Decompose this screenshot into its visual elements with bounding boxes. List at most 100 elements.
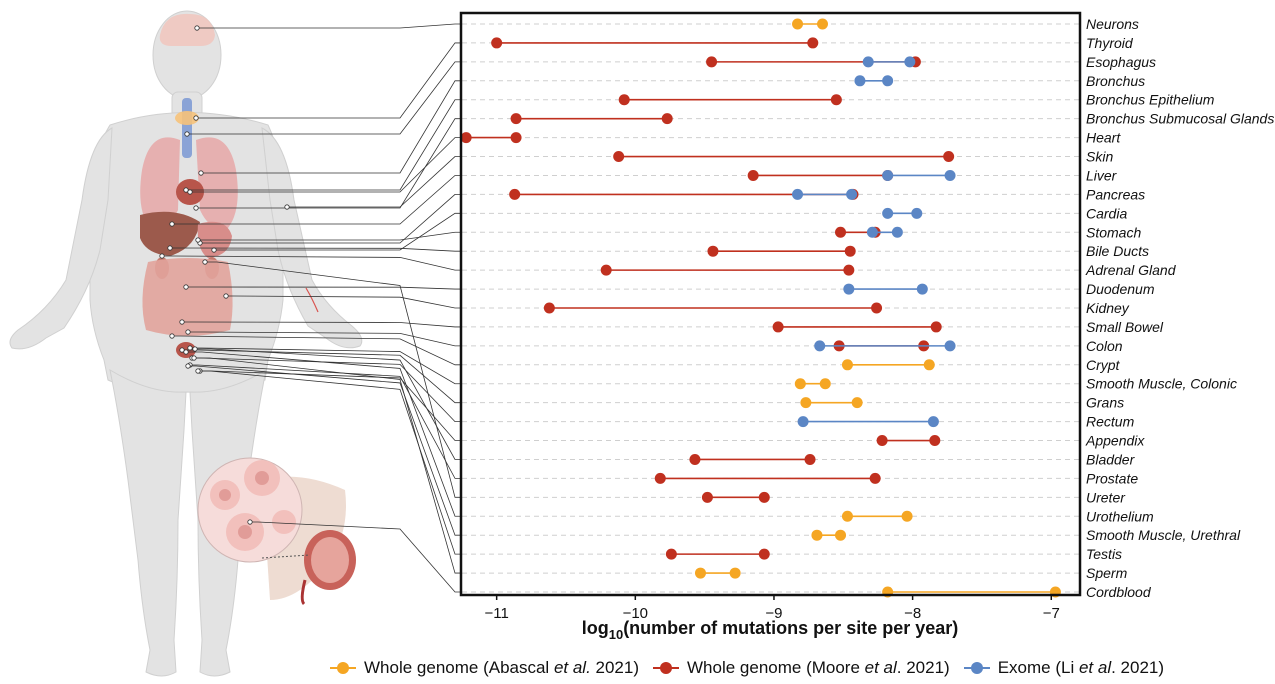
connector-bronchus [201,80,461,174]
tissue-label-small-bowel: Small Bowel [1086,319,1164,335]
connector-bronchus-submucosal-glands [196,118,461,209]
point-low-skin [613,151,625,163]
point-high-colon [944,340,956,352]
connector-dot [167,245,173,251]
point-low-stomach [866,226,878,238]
tissue-label-bronchus: Bronchus [1086,73,1145,89]
connector-dot [187,189,193,195]
point-low-esophagus [862,56,874,68]
tissue-label-ureter: Ureter [1086,489,1126,505]
connector-dot [185,329,191,335]
tissue-label-rectum: Rectum [1086,414,1135,430]
connector-sperm [194,357,461,574]
point-low-adrenal-gland [600,264,612,276]
point-high-smooth-muscle-urethral [835,529,847,541]
point-high-crypt [923,359,935,371]
point-low-smooth-muscle-colonic [794,378,806,390]
point-high-bronchus-epithelium [830,94,842,106]
tissue-label-adrenal-gland: Adrenal Gland [1085,262,1177,278]
connector-dot [179,319,185,325]
connector-ureter [205,261,461,498]
connector-small-bowel [182,321,461,328]
legend-label-moore: Whole genome (Moore et al. 2021) [687,658,950,677]
tissue-label-smooth-muscle-urethral: Smooth Muscle, Urethral [1086,527,1241,543]
point-high-testis [758,548,770,560]
human-body-anatomy-icon [9,10,363,677]
legend-label-li: Exome (Li et al. 2021) [997,658,1165,677]
point-low-esophagus [706,56,718,68]
point-low-bronchus-epithelium [618,94,630,106]
tissue-label-cordblood: Cordblood [1086,584,1152,600]
connector-skin [287,156,461,208]
connector-dot [247,519,253,525]
point-high-appendix [929,435,941,447]
tissue-label-appendix: Appendix [1085,433,1145,449]
connector-duodenum [186,286,461,290]
legend: Whole genome (Abascal et al. 2021) Whole… [330,655,1164,681]
connector-kidney [226,295,461,309]
point-high-ureter [758,491,770,503]
x-tick-label: −9 [765,605,782,622]
point-high-grans [851,397,863,409]
point-low-thyroid [491,37,503,49]
tissue-label-sperm: Sperm [1086,565,1128,581]
connector-thyroid [196,42,461,119]
point-low-kidney [543,302,555,314]
point-low-sperm [694,567,706,579]
point-low-ureter [701,491,713,503]
connector-dot [185,363,191,369]
connector-bronchus-epithelium [186,99,461,191]
tissue-label-urothelium: Urothelium [1086,508,1154,524]
point-low-appendix [876,435,888,447]
point-high-bladder [804,453,816,465]
point-low-colon [814,340,826,352]
point-high-duodenum [916,283,928,295]
tissue-label-kidney: Kidney [1086,300,1130,316]
point-high-thyroid [807,37,819,49]
connector-bladder [195,348,461,460]
point-low-urothelium [841,510,853,522]
point-low-smooth-muscle-urethral [811,529,823,541]
series-2 [792,56,956,428]
x-axis-ticks: −11 −10 −9 −8 −7 [484,595,1060,622]
connector-smooth-muscle-urethral [188,365,461,536]
point-low-neurons [792,18,804,30]
tissue-label-esophagus: Esophagus [1086,54,1156,70]
point-high-smooth-muscle-colonic [819,378,831,390]
connector-dot [187,345,193,351]
tissue-label-bronchus-epithelium: Bronchus Epithelium [1086,92,1215,108]
connector-testis [198,370,461,555]
x-tick-label: −11 [484,605,508,622]
connector-dot [223,293,229,299]
connector-prostate [190,364,461,479]
point-low-cardia [882,207,894,219]
connector-dot [183,187,189,193]
point-low-pancreas [792,188,804,200]
plot-frame [459,11,1082,597]
point-low-liver [882,169,894,181]
x-tick-label: −10 [623,605,648,622]
tissue-label-crypt: Crypt [1086,357,1121,373]
point-high-cardia [911,207,923,219]
series-1 [460,37,955,560]
point-low-duodenum [843,283,855,295]
connector-dot [195,368,201,374]
connector-cordblood [250,521,461,593]
tissue-label-heart: Heart [1086,130,1121,146]
point-low-liver [747,169,759,181]
tissue-label-testis: Testis [1086,546,1122,562]
tissue-label-pancreas: Pancreas [1086,186,1145,202]
connector-dot [284,204,290,210]
connector-dot [202,259,208,265]
tissue-label-duodenum: Duodenum [1086,281,1155,297]
point-high-esophagus [904,56,916,68]
connector-dot [183,349,189,355]
connector-colon [188,331,461,347]
tissue-label-stomach: Stomach [1086,224,1141,240]
tissue-label-cardia: Cardia [1086,205,1127,221]
point-high-sperm [729,567,741,579]
connector-dot [184,131,190,137]
point-low-pancreas [509,188,521,200]
point-high-rectum [927,416,939,428]
